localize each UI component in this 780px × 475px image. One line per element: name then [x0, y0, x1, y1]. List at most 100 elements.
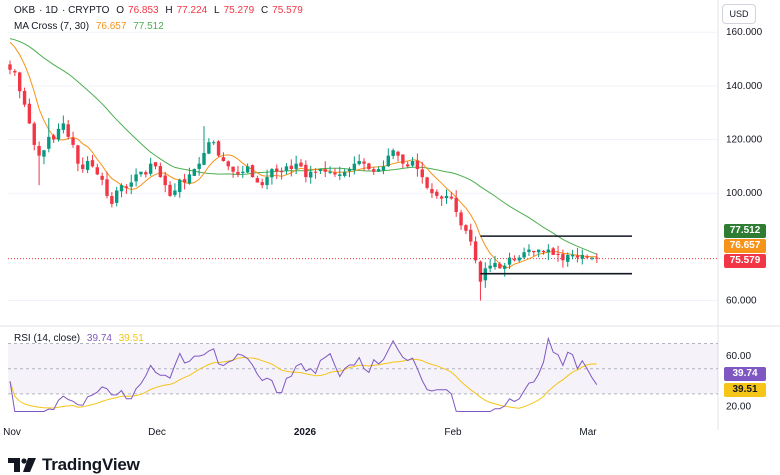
- candle: [207, 138, 211, 155]
- candle: [459, 209, 463, 230]
- candle: [187, 167, 192, 185]
- candle-body: [425, 177, 429, 188]
- candle-body: [95, 167, 99, 175]
- candle-body: [270, 169, 274, 178]
- rsi-tag: 39.74: [724, 367, 766, 381]
- time-tick-label: Nov: [3, 427, 21, 438]
- exchange-label: CRYPTO: [68, 5, 110, 16]
- candle-body: [153, 162, 158, 167]
- candle-body: [71, 137, 75, 145]
- candle: [270, 168, 274, 185]
- price-pane-bg: [8, 0, 718, 322]
- candle: [357, 154, 361, 166]
- candle-body: [362, 161, 366, 164]
- brand-name: TradingView: [42, 455, 140, 474]
- candle: [255, 175, 260, 183]
- candle: [265, 169, 269, 190]
- candle: [13, 69, 17, 77]
- candle-body: [100, 175, 104, 180]
- candle-body: [522, 252, 526, 258]
- candle: [27, 98, 32, 125]
- candle-body: [478, 261, 483, 282]
- candle-body: [517, 257, 521, 261]
- rsi-ma-value: 39.51: [118, 333, 144, 344]
- candle: [197, 156, 201, 176]
- candle: [541, 250, 546, 255]
- candle-body: [420, 169, 424, 178]
- ma-fast-price-tag: 76.657: [724, 239, 766, 253]
- candle: [536, 249, 541, 258]
- candle: [129, 174, 133, 195]
- candle-body: [396, 151, 400, 156]
- candle-body: [318, 169, 323, 172]
- candle-body: [439, 196, 444, 199]
- ma-lines: [9, 38, 597, 269]
- candle-body: [590, 257, 594, 259]
- candle-body: [56, 128, 61, 140]
- low-value: 75.279: [223, 5, 255, 16]
- candle: [226, 160, 230, 171]
- candle: [182, 173, 187, 190]
- candle: [391, 148, 395, 160]
- levels: [480, 235, 632, 275]
- candle-body: [575, 255, 580, 258]
- candle-body: [338, 174, 342, 176]
- candle-body: [464, 225, 468, 231]
- candle: [100, 172, 104, 186]
- candle: [546, 244, 551, 261]
- candle-body: [580, 254, 584, 259]
- candle: [430, 183, 434, 198]
- candle-body: [37, 146, 41, 156]
- candle-body: [182, 179, 187, 183]
- candle: [66, 119, 70, 140]
- candle: [406, 161, 410, 169]
- candle-body: [42, 150, 46, 157]
- candle: [250, 164, 255, 178]
- candle-body: [527, 249, 531, 252]
- candle-body: [503, 265, 507, 269]
- candle-body: [76, 145, 80, 164]
- rsi-ma-tag: 39.51: [724, 383, 766, 397]
- candle: [153, 162, 158, 170]
- ma-fast-value: 76.657: [95, 21, 127, 32]
- candle-body: [110, 196, 114, 204]
- rsi-indicator-label: RSI (14, close): [14, 333, 81, 344]
- symbol-legend[interactable]: OKB · 1D · CRYPTO O 76.853 H 77.224 L 75.279 …: [14, 5, 303, 16]
- candle-body: [415, 160, 420, 170]
- candle: [532, 250, 536, 257]
- ma-legend[interactable]: MA Cross (7, 30) 76.657 77.512: [14, 21, 168, 32]
- candle-body: [279, 171, 284, 173]
- candle-body: [488, 265, 492, 269]
- rsi-legend[interactable]: RSI (14, close) 39.74 39.51: [14, 333, 148, 344]
- candle-body: [134, 174, 138, 182]
- candle-body: [454, 197, 458, 212]
- candle: [192, 168, 196, 177]
- price-tick-label: 100.000: [726, 188, 763, 199]
- candle-body: [444, 195, 449, 199]
- candle-body: [216, 141, 221, 156]
- price-tick-label: 120.000: [726, 135, 763, 146]
- currency-button[interactable]: USD: [722, 4, 756, 24]
- candle: [236, 165, 240, 178]
- candle: [590, 257, 594, 261]
- candle-body: [541, 250, 546, 253]
- candle: [212, 140, 216, 146]
- rsi-pane: [8, 336, 718, 412]
- candle: [454, 190, 458, 217]
- candle-body: [376, 169, 381, 172]
- candle: [493, 255, 497, 270]
- candle-body: [284, 166, 289, 171]
- candle-body: [115, 190, 119, 203]
- candle: [439, 195, 444, 206]
- candle: [275, 164, 279, 180]
- candle: [284, 163, 289, 175]
- candle-body: [236, 171, 240, 175]
- candle-body: [260, 182, 264, 186]
- candle: [444, 189, 449, 204]
- candle-body: [27, 103, 32, 124]
- candle: [178, 178, 182, 198]
- candle: [71, 131, 75, 148]
- tradingview-logo[interactable]: TradingView: [8, 455, 140, 475]
